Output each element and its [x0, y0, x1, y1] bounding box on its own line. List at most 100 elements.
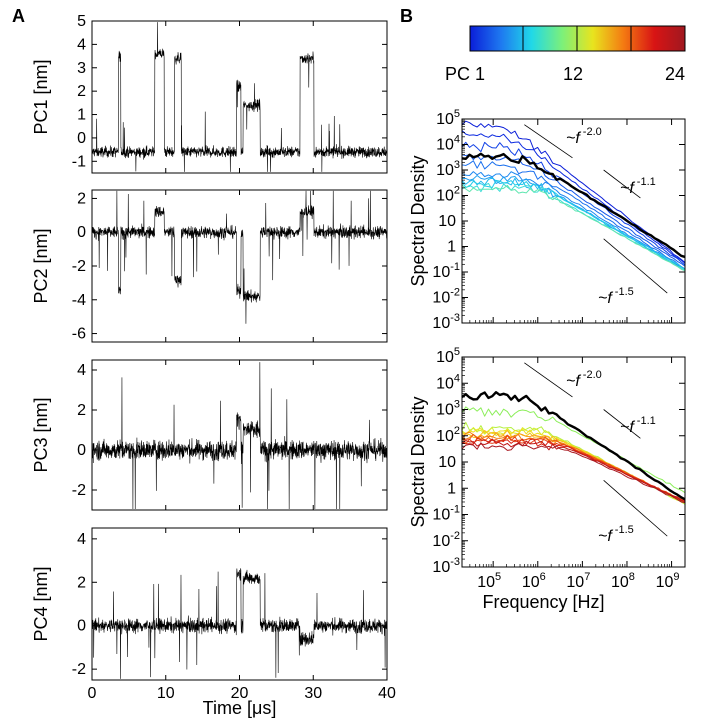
y-tick-label: 0	[77, 618, 86, 635]
x-tick-label: 10	[157, 685, 175, 702]
power-law-annotation: ~f -2.0	[566, 369, 602, 390]
x-tick-label: 107	[566, 571, 590, 591]
x-tick-label: 0	[88, 685, 97, 702]
trace-line	[91, 22, 388, 172]
y-tick-label: 103	[436, 399, 460, 419]
y-tick-label: 10-1	[432, 504, 460, 524]
y-tick-label: 102	[436, 425, 460, 445]
y-tick-label: 4	[77, 36, 86, 53]
x-tick-label: 40	[378, 685, 396, 702]
pc-spectrum-line	[461, 154, 686, 267]
y-tick-label: 2	[77, 574, 86, 591]
colorbar-tick-label: PC 1	[445, 64, 485, 84]
pc-spectrum-line	[461, 437, 686, 502]
plot-frame	[91, 527, 388, 681]
y-tick-label: 3	[77, 60, 86, 77]
plot-frame	[461, 118, 686, 324]
power-law-annotation: ~f -1.1	[620, 176, 656, 197]
y-tick-label: 103	[436, 159, 460, 179]
y-tick-label: -6	[72, 326, 86, 343]
power-law-annotation: ~f -1.5	[598, 524, 634, 545]
y-tick-label: -2	[72, 482, 86, 499]
power-law-guide-line	[524, 362, 573, 398]
power-law-guide-line	[603, 409, 641, 439]
y-tick-label: 4	[77, 531, 86, 548]
y-axis-label: Spectral Density	[408, 396, 428, 527]
x-axis-label: Frequency [Hz]	[482, 592, 604, 612]
x-tick-label: 108	[611, 571, 635, 591]
y-tick-label: 10-3	[432, 556, 460, 576]
y-tick-label: 2	[77, 83, 86, 100]
reference-spectrum-line	[461, 391, 686, 501]
power-law-annotation: ~f -2.0	[566, 126, 602, 147]
power-law-annotation: ~f -1.5	[598, 286, 634, 307]
y-tick-label: 4	[77, 362, 86, 379]
power-law-guide-line	[603, 169, 641, 199]
panel-a-label: A	[12, 6, 25, 26]
y-tick-label: 0	[77, 224, 86, 241]
trace-line	[91, 190, 388, 324]
y-axis-label: PC4 [nm]	[31, 566, 51, 641]
plot-frame	[91, 359, 388, 511]
y-tick-label: 1	[77, 107, 86, 124]
y-tick-label: -4	[72, 292, 86, 309]
reference-spectrum-line	[461, 152, 686, 259]
pc-spectrum-line	[461, 439, 686, 503]
spectral-density-panel-top: ~f -2.0~f -1.1~f -1.510510410310210110-110-…	[408, 108, 686, 332]
power-law-guide-line	[524, 124, 573, 159]
y-tick-label: 104	[436, 134, 460, 154]
pc-spectrum-line	[461, 179, 686, 270]
pc-spectrum-line	[461, 175, 686, 271]
x-tick-label: 105	[477, 571, 501, 591]
pc-spectrum-line	[461, 184, 686, 272]
power-law-annotation: ~f -1.1	[620, 415, 656, 436]
power-law-guide-line	[603, 238, 668, 294]
y-tick-label: 0	[77, 442, 86, 459]
x-axis-label: Time [μs]	[203, 698, 277, 718]
pc-spectrum-line	[461, 141, 686, 266]
y-tick-label: 1	[447, 239, 456, 256]
x-tick-label: 30	[304, 685, 322, 702]
colorbar-tick-label: 12	[563, 64, 583, 84]
colorbar-tick-label: 24	[665, 64, 685, 84]
trace-line	[91, 568, 388, 679]
y-tick-label: 5	[77, 13, 86, 30]
y-axis-label: PC1 [nm]	[31, 59, 51, 134]
y-tick-label: 105	[436, 108, 460, 128]
panel-b-label: B	[400, 6, 413, 26]
y-tick-label: 10-2	[432, 530, 460, 550]
y-axis-label: PC3 [nm]	[31, 397, 51, 472]
y-tick-label: 10	[438, 454, 456, 471]
y-tick-label: -1	[72, 153, 86, 170]
y-tick-label: 10-1	[432, 261, 460, 281]
y-tick-label: 10-2	[432, 287, 460, 307]
trace-line	[91, 362, 388, 510]
spectral-density-panel-bottom: ~f -2.0~f -1.1~f -1.510510410310210110-110-…	[408, 346, 686, 612]
y-tick-label: 104	[436, 372, 460, 392]
pc3-trace-panel: -2 0 2 4 PC3 [nm]	[31, 359, 388, 511]
x-tick-label: 109	[656, 571, 680, 591]
y-tick-label: 0	[77, 130, 86, 147]
y-axis-label: Spectral Density	[408, 155, 428, 286]
pc2-trace-panel: -6 -4 -2 0 2 PC2 [nm]	[31, 189, 388, 343]
pc-spectrum-line	[461, 160, 686, 270]
x-tick-label: 106	[522, 571, 546, 591]
y-axis-label: PC2 [nm]	[31, 228, 51, 303]
y-tick-label: 10	[438, 213, 456, 230]
x-tick-label: 20	[231, 685, 249, 702]
y-tick-label: 2	[77, 190, 86, 207]
y-tick-label: 102	[436, 185, 460, 205]
y-tick-label: 105	[436, 346, 460, 366]
colorbar: PC 1 12 24	[445, 25, 686, 84]
y-tick-label: -2	[72, 258, 86, 275]
y-tick-label: -2	[72, 661, 86, 678]
pc-spectrum-line	[461, 433, 686, 503]
y-tick-label: 2	[77, 402, 86, 419]
pc-spectrum-line	[461, 130, 686, 264]
y-tick-label: 10-3	[432, 312, 460, 332]
plot-frame	[91, 189, 388, 343]
pc1-trace-panel: -1 0 1 2 3 4 5 PC1 [nm]	[31, 13, 388, 174]
pc-spectrum-line	[461, 442, 686, 504]
